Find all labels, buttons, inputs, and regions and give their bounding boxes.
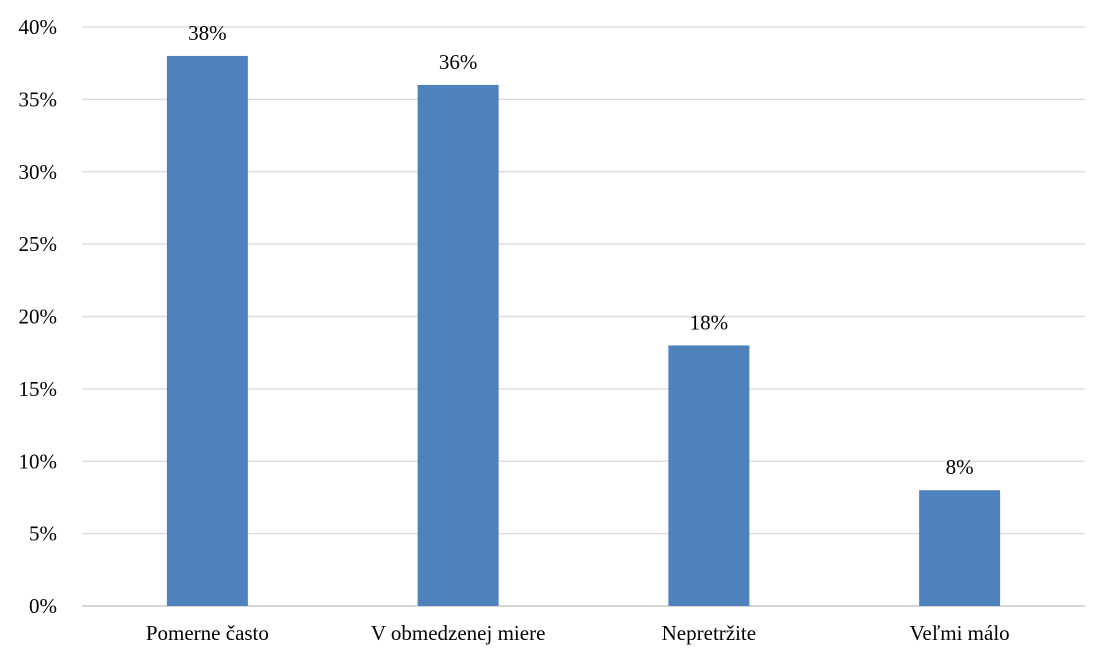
gridlines <box>82 26 1085 607</box>
bar <box>919 490 1001 606</box>
y-tick-label: 20% <box>19 305 58 329</box>
x-category-label: Veľmi málo <box>910 621 1010 645</box>
y-tick-label: 35% <box>19 87 58 111</box>
y-tick-label: 40% <box>19 15 58 39</box>
y-tick-label: 10% <box>19 449 58 473</box>
y-tick-label: 5% <box>29 522 57 546</box>
data-label: 8% <box>946 455 974 479</box>
data-label: 36% <box>439 50 478 74</box>
x-category-label: Pomerne často <box>146 621 269 645</box>
x-category-label: Nepretržite <box>662 621 756 645</box>
data-labels: 38% 36% 18% 8% <box>188 21 974 479</box>
x-axis-category-labels: Pomerne často V obmedzenej miere Nepretrži… <box>146 621 1010 645</box>
bar <box>417 84 499 606</box>
y-axis-tick-labels: 0% 5% 10% 15% 20% 25% 30% 35% 40% <box>19 15 58 618</box>
bar <box>668 345 750 606</box>
bar <box>166 55 248 606</box>
y-tick-label: 15% <box>19 377 58 401</box>
y-tick-label: 30% <box>19 160 58 184</box>
data-label: 18% <box>690 310 729 334</box>
y-tick-label: 0% <box>29 594 57 618</box>
x-category-label: V obmedzenej miere <box>371 621 546 645</box>
y-tick-label: 25% <box>19 232 58 256</box>
bars <box>166 55 1001 606</box>
data-label: 38% <box>188 21 227 45</box>
